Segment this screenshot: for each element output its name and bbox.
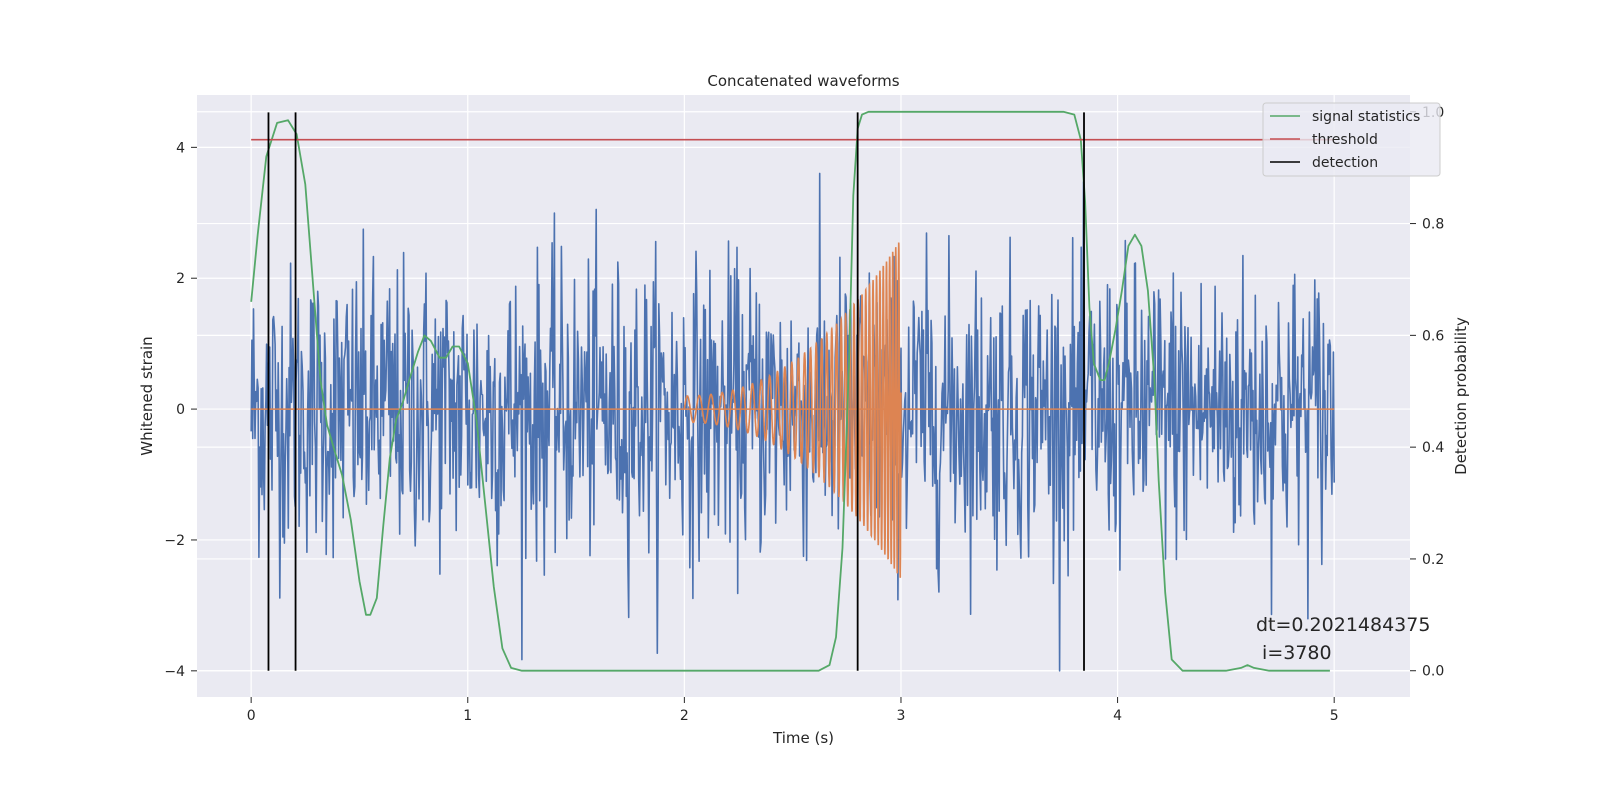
- y2-tick-label: 0.2: [1422, 552, 1444, 568]
- signal-statistics-line: [250, 110, 1330, 672]
- y-axis-label: Whitened strain: [138, 336, 156, 455]
- x-tick-label: 5: [1330, 708, 1339, 724]
- annotation-dt: dt=0.2021484375: [1256, 614, 1430, 636]
- x-tick-label: 4: [1113, 708, 1122, 724]
- legend: signal statistics threshold detection: [1262, 102, 1441, 177]
- plot-marks: [250, 110, 1335, 672]
- data-layer: [250, 110, 1335, 672]
- y-tick-label: −2: [164, 533, 185, 549]
- y-tick-label: 2: [176, 271, 185, 287]
- y2-tick-label: 0.0: [1422, 664, 1444, 680]
- x-tick-label: 2: [680, 708, 689, 724]
- y2-tick-label: 0.4: [1422, 440, 1444, 456]
- y-tick-label: 4: [176, 140, 185, 156]
- x-axis-label: Time (s): [772, 729, 834, 747]
- x-tick-label: 0: [247, 708, 256, 724]
- legend-label-detection: detection: [1312, 155, 1378, 171]
- y2-tick-label: 0.8: [1422, 217, 1444, 233]
- annotation-index: i=3780: [1256, 642, 1332, 664]
- y2-tick-label: 0.6: [1422, 328, 1444, 344]
- chart-title: Concatenated waveforms: [707, 72, 899, 90]
- legend-box: [1262, 102, 1441, 177]
- legend-label-signal-statistics: signal statistics: [1312, 109, 1420, 125]
- y-tick-label: −4: [164, 664, 185, 680]
- y2-axis-label: Detection probability: [1452, 317, 1470, 475]
- x-tick-label: 1: [463, 708, 472, 724]
- x-tick-label: 3: [897, 708, 906, 724]
- injection-chirp: [683, 242, 902, 578]
- y-tick-label: 0: [176, 402, 185, 418]
- legend-label-threshold: threshold: [1312, 132, 1378, 148]
